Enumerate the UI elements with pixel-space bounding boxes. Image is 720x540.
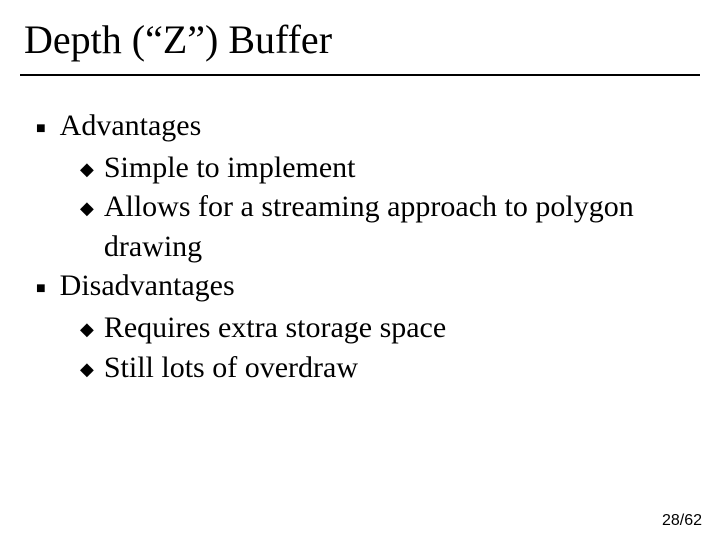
slide-body: ■ Advantages ◆ Simple to implement ◆ All… <box>36 106 684 387</box>
slide-title: Depth (“Z”) Buffer <box>24 18 332 62</box>
sub-list: ◆ Requires extra storage space ◆ Still l… <box>80 308 684 387</box>
square-bullet-icon: ■ <box>36 118 46 139</box>
sub-list: ◆ Simple to implement ◆ Allows for a str… <box>80 148 684 267</box>
list-item: ■ Advantages <box>36 106 684 146</box>
list-item-label: Simple to implement <box>104 148 684 188</box>
list-item-label: Still lots of overdraw <box>104 348 684 388</box>
list-item-label: Allows for a streaming approach to polyg… <box>104 187 684 266</box>
page-number: 28/62 <box>662 512 702 530</box>
list-item-label: Disadvantages <box>60 266 684 306</box>
list-item: ■ Disadvantages <box>36 266 684 306</box>
diamond-bullet-icon: ◆ <box>80 197 94 221</box>
list-item: ◆ Allows for a streaming approach to pol… <box>80 187 684 266</box>
list-item: ◆ Still lots of overdraw <box>80 348 684 388</box>
list-item: ◆ Simple to implement <box>80 148 684 188</box>
square-bullet-icon: ■ <box>36 278 46 299</box>
diamond-bullet-icon: ◆ <box>80 318 94 342</box>
slide: Depth (“Z”) Buffer ■ Advantages ◆ Simple… <box>0 0 720 540</box>
list-item: ◆ Requires extra storage space <box>80 308 684 348</box>
page-current: 28 <box>662 512 680 529</box>
diamond-bullet-icon: ◆ <box>80 158 94 182</box>
list-item-label: Advantages <box>60 106 684 146</box>
list-item-label: Requires extra storage space <box>104 308 684 348</box>
page-total: 62 <box>684 512 702 529</box>
diamond-bullet-icon: ◆ <box>80 358 94 382</box>
title-underline <box>20 74 700 76</box>
